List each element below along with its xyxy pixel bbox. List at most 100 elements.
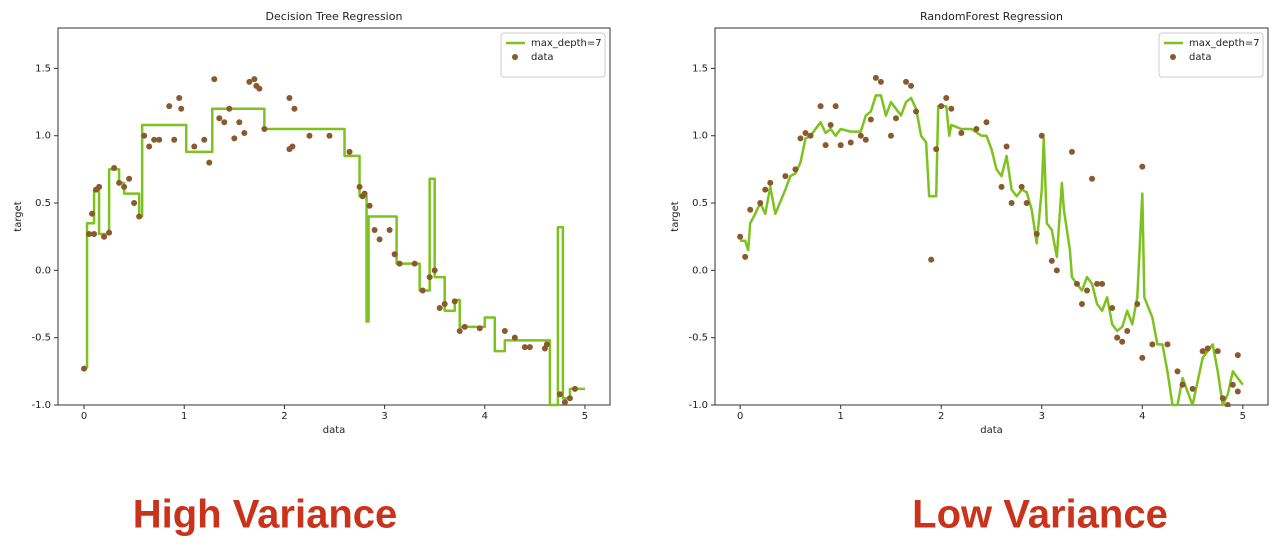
data-point: [1099, 280, 1106, 287]
data-point: [877, 78, 884, 85]
y-tick-label: -1.0: [688, 400, 708, 411]
legend-label: data: [531, 52, 554, 63]
data-point: [1234, 352, 1241, 359]
data-point: [1124, 327, 1131, 334]
data-point: [1134, 301, 1141, 308]
data-point: [426, 274, 433, 281]
data-point: [461, 323, 468, 330]
y-tick-label: 0.5: [692, 198, 708, 209]
data-point: [211, 76, 218, 83]
x-tick-label: 3: [1039, 411, 1045, 422]
data-point: [261, 125, 268, 132]
data-point: [136, 213, 143, 220]
x-tick-label: 2: [938, 411, 944, 422]
plot-area: [714, 27, 1269, 406]
y-axis-label: target: [670, 201, 681, 231]
x-tick-label: 5: [1240, 411, 1246, 422]
data-point: [862, 136, 869, 143]
data-point: [1149, 341, 1156, 348]
line: [740, 94, 1244, 407]
data-point: [913, 108, 920, 115]
data-point: [391, 251, 398, 258]
data-point: [231, 135, 238, 142]
data-point: [1189, 385, 1196, 392]
plot-marks: [81, 76, 585, 407]
data-point: [958, 130, 965, 137]
data-point: [171, 136, 178, 143]
x-tick-label: 5: [582, 411, 588, 422]
data-point: [1224, 402, 1231, 407]
data-point: [832, 103, 839, 110]
data-point: [326, 132, 333, 139]
data-point: [476, 325, 483, 332]
data-point: [1008, 200, 1015, 207]
y-tick-label: 1.0: [35, 131, 51, 142]
data-point: [126, 175, 133, 182]
data-point: [356, 183, 363, 190]
data-point: [521, 344, 528, 351]
x-tick-label: 2: [281, 411, 287, 422]
x-tick-label: 0: [737, 411, 743, 422]
data-point: [121, 183, 128, 190]
data-point: [1204, 345, 1211, 352]
data-point: [151, 136, 158, 143]
data-point: [1234, 388, 1241, 395]
data-point: [1174, 368, 1181, 375]
data-point: [817, 103, 824, 110]
data-point: [1003, 143, 1010, 150]
legend-box: [1158, 32, 1264, 78]
data-point: [176, 95, 183, 102]
data-point: [1109, 305, 1116, 312]
y-tick-label: -1.0: [31, 400, 51, 411]
data-point: [456, 327, 463, 334]
data-point: [241, 130, 248, 137]
data-point: [221, 119, 228, 126]
data-point: [146, 143, 153, 150]
data-point: [156, 136, 163, 143]
data-point: [306, 132, 313, 139]
data-point: [1139, 163, 1146, 170]
data-point: [903, 78, 910, 85]
data-point: [1219, 395, 1226, 402]
data-point: [762, 186, 769, 193]
chart: Decision Tree Regression data target High V…: [13, 10, 611, 537]
data-point: [1229, 381, 1236, 388]
data-point: [106, 229, 113, 236]
data-point: [419, 287, 426, 294]
data-point: [822, 142, 829, 149]
chart-title: Decision Tree Regression: [266, 10, 403, 23]
legend-box: [500, 32, 606, 78]
data-point: [1114, 334, 1121, 341]
data-point: [91, 231, 98, 238]
data-point: [757, 200, 764, 207]
data-point: [742, 253, 749, 260]
data-point: [206, 159, 213, 166]
x-axis-label: data: [323, 425, 346, 436]
data-point: [797, 135, 804, 142]
data-point: [1048, 257, 1055, 264]
legend-marker: [1170, 54, 1176, 60]
data-point: [938, 103, 945, 110]
data-point: [1139, 354, 1146, 361]
data-point: [131, 200, 138, 207]
data-point: [286, 95, 293, 102]
data-point: [566, 395, 573, 402]
data-point: [111, 165, 118, 172]
data-point: [837, 142, 844, 149]
data-point: [101, 233, 108, 240]
annotation: High Variance: [133, 493, 398, 537]
data-point: [807, 132, 814, 139]
data-point: [346, 148, 353, 155]
data-point: [366, 202, 373, 209]
data-point: [289, 143, 296, 150]
data-point: [928, 256, 935, 263]
data-point: [1038, 132, 1045, 139]
data-point: [511, 334, 518, 341]
y-tick-label: -0.5: [31, 333, 51, 344]
data-point: [256, 85, 263, 92]
data-point: [802, 130, 809, 137]
data-point: [236, 119, 243, 126]
data-point: [1089, 175, 1096, 182]
